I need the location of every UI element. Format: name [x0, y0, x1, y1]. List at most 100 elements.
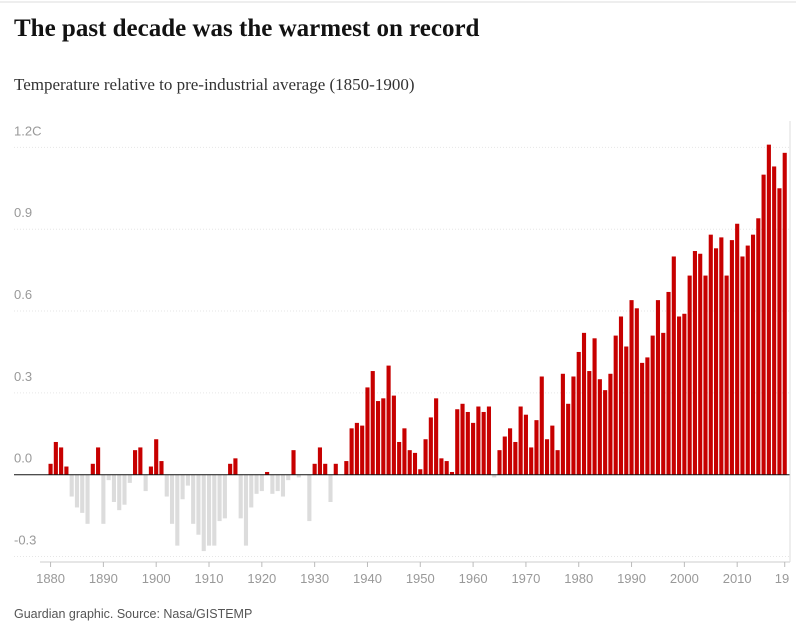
- bar: [90, 463, 95, 475]
- x-tick-label: 19: [775, 571, 789, 586]
- x-tick-label: 2000: [670, 571, 699, 586]
- bar: [69, 474, 74, 497]
- bar: [154, 439, 159, 475]
- bar: [53, 441, 58, 475]
- bar: [212, 474, 217, 546]
- bar: [465, 411, 470, 475]
- bar: [566, 403, 571, 475]
- x-tick-label: 1990: [617, 571, 646, 586]
- chart-subtitle: Temperature relative to pre-industrial a…: [14, 75, 415, 94]
- bar: [529, 447, 534, 475]
- bar: [286, 474, 291, 481]
- bar: [428, 417, 433, 475]
- bar: [597, 379, 602, 475]
- bar: [317, 447, 322, 475]
- bar: [560, 373, 565, 475]
- bar: [486, 406, 492, 475]
- bar: [761, 174, 766, 475]
- bar: [175, 474, 180, 546]
- y-tick-label: 0.9: [14, 205, 32, 220]
- bar: [375, 401, 381, 475]
- bar: [265, 471, 270, 475]
- bar: [185, 474, 190, 486]
- bar: [587, 371, 592, 475]
- bar: [640, 362, 645, 475]
- bar: [249, 474, 254, 508]
- x-tick-label: 1890: [89, 571, 118, 586]
- bar: [471, 422, 476, 475]
- x-tick-label: 2010: [723, 571, 752, 586]
- bar: [96, 447, 101, 475]
- bar: [122, 474, 127, 505]
- bar: [312, 463, 317, 475]
- bar: [544, 439, 550, 475]
- bar: [735, 223, 740, 475]
- bar: [497, 450, 502, 475]
- x-tick-label: 1920: [247, 571, 276, 586]
- bar: [434, 398, 439, 475]
- bar: [386, 365, 391, 475]
- bar: [423, 439, 428, 475]
- bar: [80, 474, 85, 513]
- bar: [603, 390, 608, 475]
- bar: [518, 406, 523, 475]
- bar: [719, 237, 724, 475]
- bar: [645, 357, 650, 475]
- bar: [323, 463, 328, 475]
- y-tick-label: 0.3: [14, 369, 32, 384]
- y-tick-label: 0.6: [14, 287, 32, 302]
- bar: [740, 256, 745, 475]
- bar: [217, 474, 222, 522]
- bar: [206, 474, 212, 546]
- bar: [750, 234, 756, 475]
- bar: [111, 474, 117, 502]
- x-tick-label: 1970: [511, 571, 540, 586]
- bar: [333, 463, 338, 475]
- x-tick-label: 1880: [36, 571, 65, 586]
- bar: [127, 474, 132, 483]
- bar: [164, 474, 169, 497]
- bar: [117, 474, 122, 511]
- bar: [460, 403, 465, 475]
- bar: [238, 474, 243, 519]
- bar: [169, 474, 175, 524]
- bar: [666, 291, 671, 475]
- bar: [729, 240, 734, 475]
- bar: [608, 373, 613, 475]
- x-tick-label: 1900: [142, 571, 171, 586]
- bar: [766, 144, 771, 475]
- bar: [228, 463, 233, 475]
- bar: [692, 251, 697, 475]
- bar: [354, 422, 359, 475]
- bar: [550, 425, 555, 475]
- bar: [296, 474, 301, 478]
- bar: [402, 428, 407, 475]
- bar: [148, 466, 153, 475]
- bar: [370, 371, 375, 475]
- x-tick-label: 1910: [195, 571, 224, 586]
- bar: [449, 471, 455, 475]
- bar: [745, 245, 750, 475]
- bar: [407, 450, 412, 475]
- bar: [412, 452, 418, 475]
- bar: [476, 406, 481, 475]
- bar: [233, 458, 238, 475]
- bar: [703, 275, 708, 475]
- bar: [365, 387, 370, 475]
- bar: [677, 316, 682, 475]
- bar: [629, 300, 634, 475]
- bar: [698, 253, 703, 475]
- bar: [106, 474, 111, 481]
- bar: [328, 474, 333, 502]
- bar: [349, 428, 354, 475]
- bar: [508, 428, 513, 475]
- bar: [397, 441, 402, 475]
- bar: [650, 335, 655, 475]
- bar: [243, 474, 249, 546]
- bar: [439, 458, 444, 475]
- bar: [59, 447, 64, 475]
- bar: [523, 414, 528, 475]
- bar: [201, 474, 206, 552]
- bar: [481, 411, 486, 475]
- bar: [133, 450, 138, 475]
